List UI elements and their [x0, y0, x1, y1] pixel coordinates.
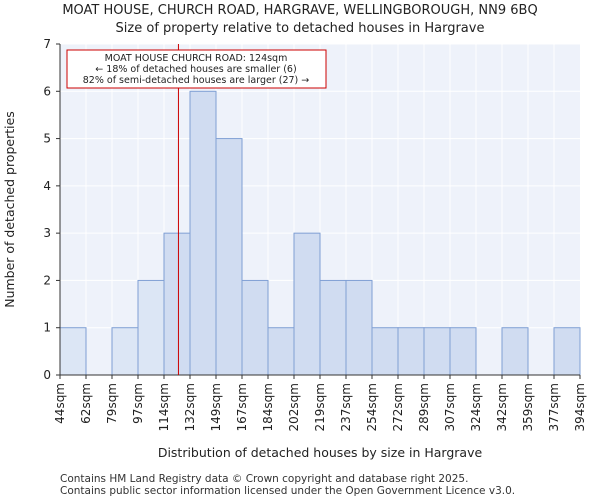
annotation-line-2: ← 18% of detached houses are smaller (6) — [95, 64, 296, 75]
y-tick-label: 2 — [43, 273, 51, 287]
bar[interactable] — [111, 327, 139, 376]
x-tick-label: 254sqm — [365, 383, 379, 431]
bar[interactable] — [59, 327, 87, 376]
x-tick-label: 114sqm — [157, 383, 171, 431]
bar[interactable] — [241, 279, 269, 376]
bar[interactable] — [397, 327, 425, 376]
x-tick-label: 184sqm — [261, 383, 275, 431]
bar[interactable] — [319, 279, 347, 376]
x-tick-label: 237sqm — [339, 383, 353, 431]
x-tick-label: 289sqm — [417, 383, 431, 431]
bar[interactable] — [345, 279, 373, 376]
chart-subtitle: Size of property relative to detached ho… — [115, 21, 485, 36]
x-tick-label: 149sqm — [209, 383, 223, 431]
annotation-line-1: MOAT HOUSE CHURCH ROAD: 124sqm — [105, 53, 288, 64]
footer-line-1: Contains HM Land Registry data © Crown c… — [60, 473, 469, 485]
bar[interactable] — [215, 138, 243, 376]
bar[interactable] — [423, 327, 451, 376]
y-tick-label: 4 — [43, 179, 51, 193]
x-tick-label: 62sqm — [79, 383, 93, 424]
y-tick-label: 7 — [43, 37, 51, 51]
annotation-line-3: 82% of semi-detached houses are larger (… — [83, 75, 310, 86]
x-tick-label: 377sqm — [547, 383, 561, 431]
x-tick-label: 359sqm — [521, 383, 535, 431]
bar[interactable] — [137, 279, 165, 376]
y-tick-label: 0 — [43, 368, 51, 382]
x-tick-label: 44sqm — [53, 383, 67, 424]
y-tick-label: 1 — [43, 321, 51, 335]
x-tick-label: 202sqm — [287, 383, 301, 431]
bar[interactable] — [553, 327, 581, 376]
x-tick-label: 167sqm — [235, 383, 249, 431]
y-tick-label: 6 — [43, 84, 51, 98]
bar[interactable] — [293, 232, 321, 376]
x-tick-label: 307sqm — [443, 383, 457, 431]
x-tick-label: 219sqm — [313, 383, 327, 431]
x-tick-label: 342sqm — [495, 383, 509, 431]
x-tick-label: 97sqm — [131, 383, 145, 424]
x-axis-label: Distribution of detached houses by size … — [158, 445, 483, 460]
bar[interactable] — [189, 90, 217, 376]
y-tick-label: 3 — [43, 226, 51, 240]
annotation-box — [66, 49, 327, 89]
bar[interactable] — [449, 327, 477, 376]
bar[interactable] — [501, 327, 529, 376]
x-tick-label: 324sqm — [469, 383, 483, 431]
x-tick-label: 272sqm — [391, 383, 405, 431]
x-tick-label: 394sqm — [573, 383, 587, 431]
bar[interactable] — [267, 327, 295, 376]
bar[interactable] — [371, 327, 399, 376]
bar[interactable] — [163, 232, 191, 376]
footer-line-2: Contains public sector information licen… — [60, 485, 516, 497]
x-tick-label: 79sqm — [105, 383, 119, 424]
x-tick-label: 132sqm — [183, 383, 197, 431]
y-tick-label: 5 — [43, 132, 51, 146]
y-axis-label: Number of detached properties — [2, 111, 17, 308]
chart-title: MOAT HOUSE, CHURCH ROAD, HARGRAVE, WELLI… — [62, 3, 538, 18]
